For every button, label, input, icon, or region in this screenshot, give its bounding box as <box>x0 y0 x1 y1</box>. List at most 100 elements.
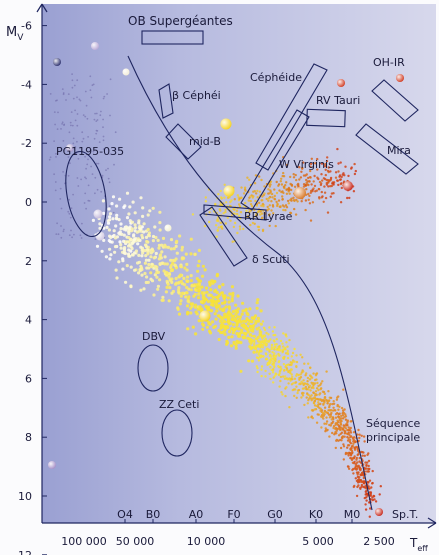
main-sequence-star <box>286 345 289 348</box>
main-sequence-star <box>317 388 320 392</box>
hot-star <box>97 162 100 165</box>
main-sequence-star <box>363 454 366 457</box>
main-sequence-star <box>344 451 348 455</box>
main-sequence-star <box>305 387 308 391</box>
label-sequence-line2: principale <box>366 431 420 444</box>
main-sequence-star <box>352 431 356 434</box>
main-sequence-star <box>336 419 339 422</box>
giant-branch-star <box>316 168 319 171</box>
main-sequence-star <box>222 319 226 323</box>
main-sequence-star <box>192 294 196 298</box>
main-sequence-star <box>353 467 357 470</box>
hot-star <box>67 156 70 158</box>
giant-branch-star <box>289 182 292 186</box>
main-sequence-star <box>295 365 298 368</box>
main-sequence-star <box>351 444 354 448</box>
giant-branch-star <box>309 169 312 173</box>
main-sequence-star <box>231 291 235 295</box>
giant-branch-star <box>289 211 293 215</box>
main-sequence-star <box>219 326 223 330</box>
giant-branch-star <box>219 189 222 193</box>
giant-branch-star <box>254 199 257 203</box>
giant-branch-star <box>344 165 347 168</box>
main-sequence-star <box>108 234 112 238</box>
giant-branch-star <box>290 184 294 187</box>
main-sequence-star <box>211 303 215 307</box>
hot-star <box>81 222 83 225</box>
giant-branch-star <box>215 235 218 238</box>
main-sequence-star <box>272 364 275 367</box>
main-sequence-star <box>180 256 184 260</box>
main-sequence-star <box>309 366 312 369</box>
main-sequence-star <box>259 322 263 326</box>
main-sequence-star <box>145 239 149 244</box>
y-ticks: -6 -4 -2 0 2 4 6 8 10 12 <box>18 20 47 555</box>
main-sequence-star <box>330 418 333 421</box>
main-sequence-star <box>254 321 258 325</box>
main-sequence-star <box>354 440 357 444</box>
main-sequence-star <box>319 402 322 406</box>
main-sequence-star <box>307 416 310 419</box>
hot-star <box>84 90 87 93</box>
main-sequence-star <box>321 380 324 383</box>
main-sequence-star <box>185 304 190 308</box>
main-sequence-star <box>125 240 129 244</box>
giant-branch-star <box>284 209 287 212</box>
main-sequence-star <box>241 301 245 305</box>
main-sequence-star <box>250 340 254 344</box>
main-sequence-star <box>146 227 150 232</box>
main-sequence-star <box>272 354 275 357</box>
giant-branch-star <box>308 194 311 198</box>
giant-branch-star <box>292 196 295 199</box>
main-sequence-star <box>225 342 229 346</box>
giant-branch-star <box>284 184 287 187</box>
main-sequence-star <box>306 376 310 380</box>
main-sequence-star <box>246 322 251 326</box>
main-sequence-star <box>106 221 111 225</box>
main-sequence-star <box>335 432 338 435</box>
main-sequence-star <box>242 331 247 335</box>
giant-branch-star <box>305 173 308 176</box>
main-sequence-star <box>364 461 367 464</box>
hot-star <box>79 234 82 237</box>
main-sequence-star <box>127 230 131 234</box>
main-sequence-star <box>285 364 288 367</box>
main-sequence-star <box>352 485 355 489</box>
giant-branch-star <box>309 176 312 179</box>
main-sequence-star <box>298 378 301 381</box>
main-sequence-star <box>217 328 221 333</box>
main-sequence-star <box>314 378 317 382</box>
main-sequence-star <box>223 315 228 319</box>
giant-branch-star <box>222 212 225 215</box>
main-sequence-star <box>220 322 224 326</box>
hot-star <box>92 150 95 153</box>
main-sequence-star <box>108 257 112 261</box>
main-sequence-star <box>169 247 173 251</box>
giant-branch-star <box>216 229 219 232</box>
main-sequence-star <box>258 345 261 348</box>
variable-star-highlight <box>396 74 404 82</box>
hot-star <box>102 139 105 142</box>
hot-star <box>93 137 96 140</box>
main-sequence-star <box>295 396 298 399</box>
temperature-tick-label: 2 500 <box>363 535 395 548</box>
giant-branch-star <box>305 178 308 182</box>
main-sequence-star <box>244 319 248 323</box>
main-sequence-star <box>315 372 318 376</box>
main-sequence-star <box>105 225 109 229</box>
main-sequence-star <box>319 382 323 385</box>
main-sequence-star <box>344 415 348 418</box>
main-sequence-star <box>249 347 253 351</box>
giant-branch-star <box>327 166 330 169</box>
main-sequence-star <box>183 266 187 270</box>
main-sequence-star <box>184 252 188 256</box>
main-sequence-star <box>343 435 346 438</box>
hot-star <box>108 205 111 208</box>
hot-star <box>62 92 65 94</box>
main-sequence-star <box>197 319 201 323</box>
giant-branch-star <box>224 210 227 214</box>
main-sequence-star <box>262 326 266 330</box>
hot-star <box>55 156 57 158</box>
hot-star <box>95 112 98 115</box>
main-sequence-star <box>360 483 364 487</box>
